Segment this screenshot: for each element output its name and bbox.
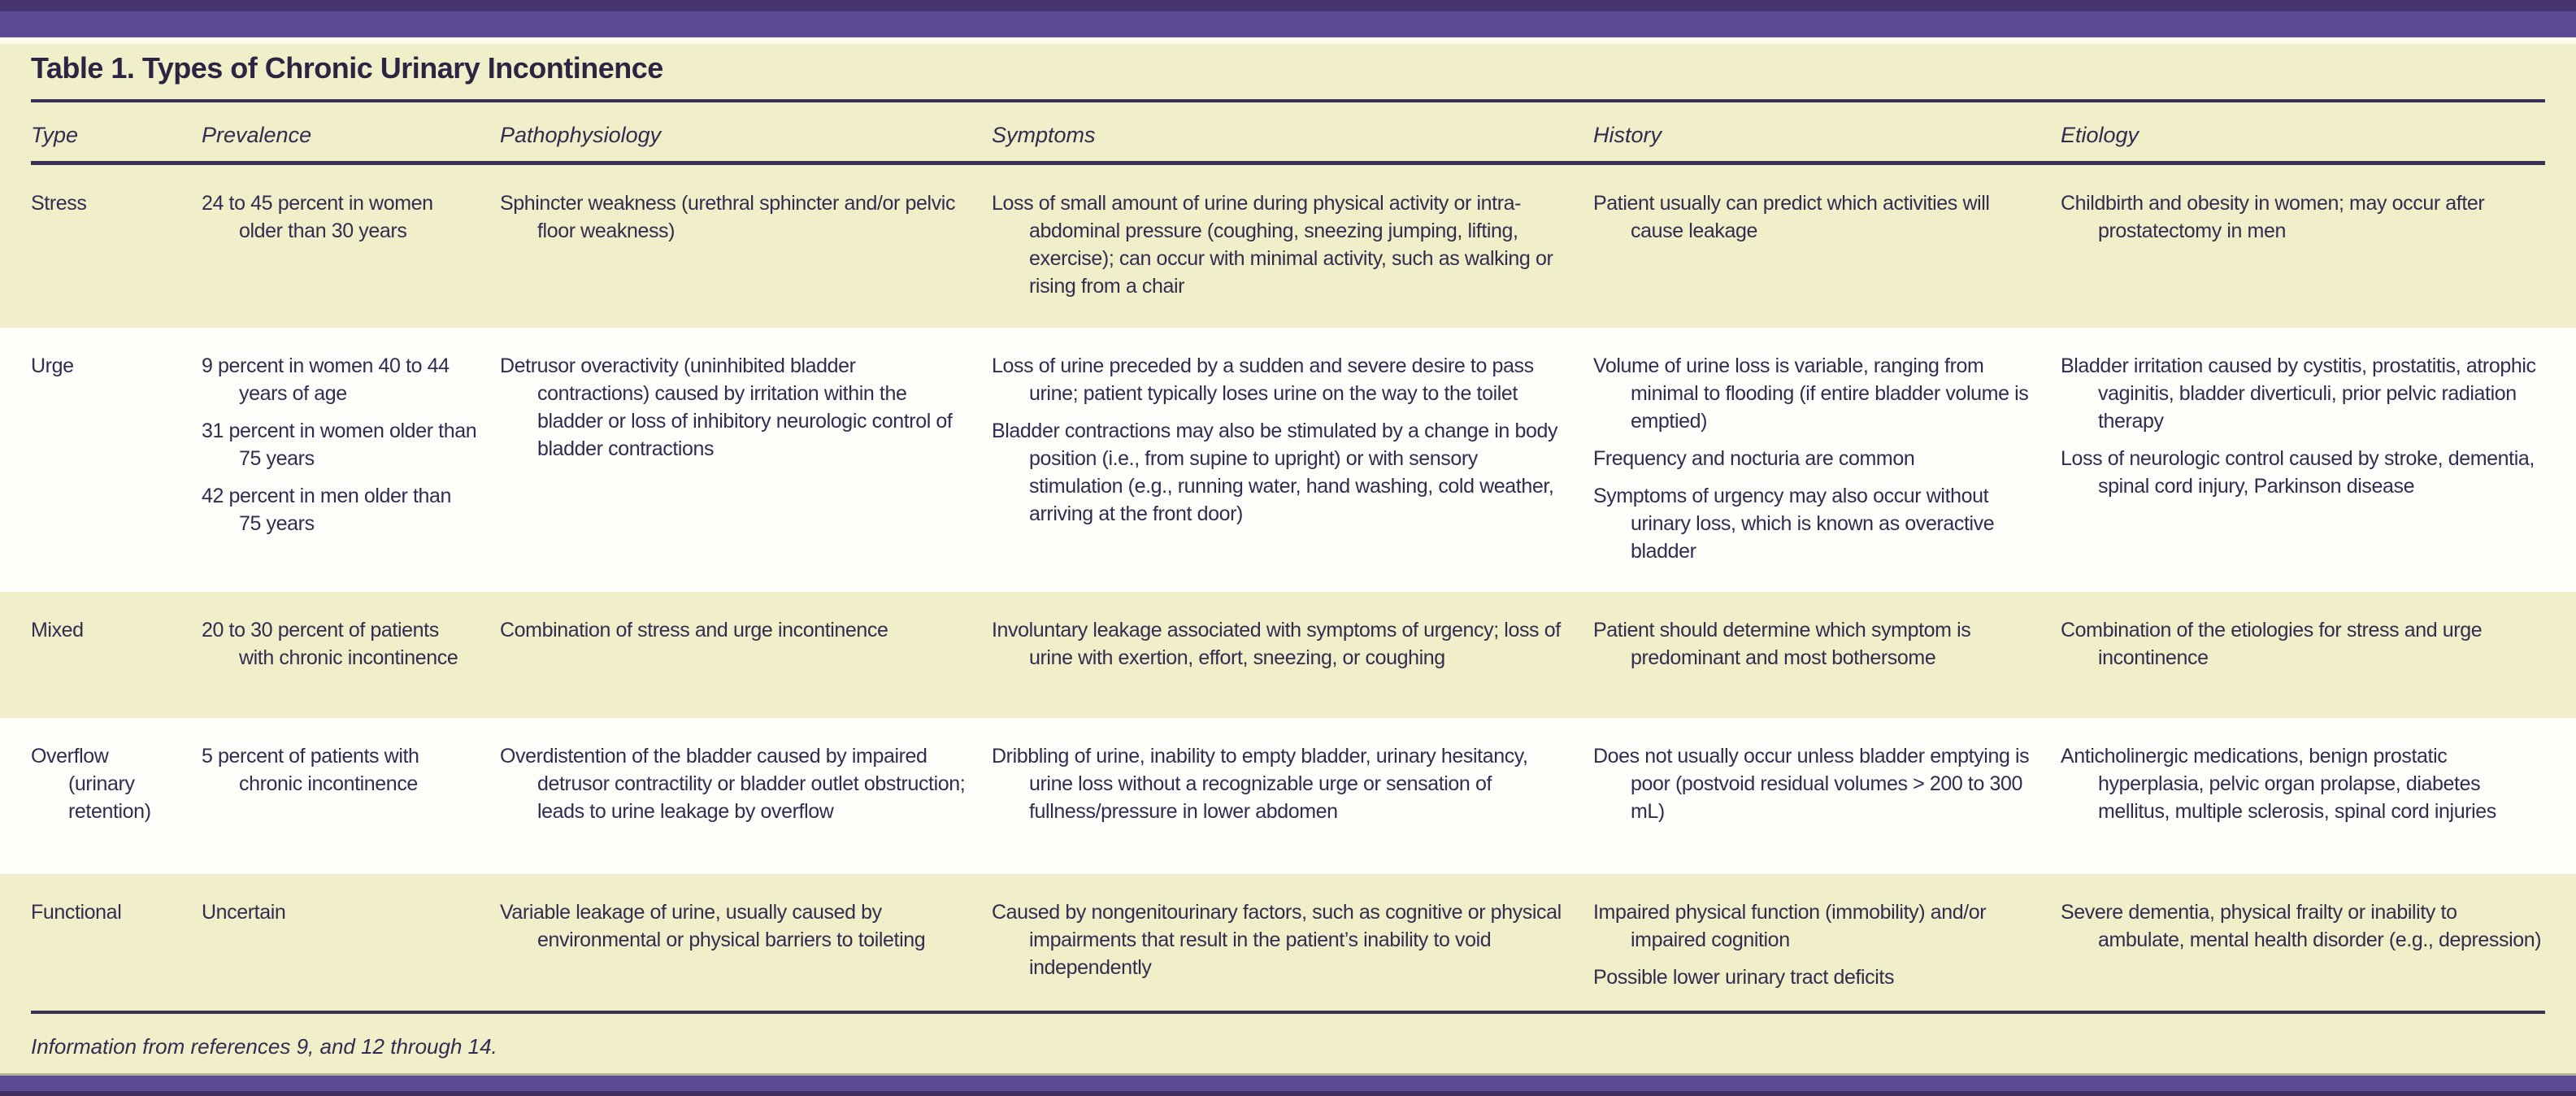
type-paragraph: Stress bbox=[31, 191, 87, 215]
bottom-banner-dark-stripe bbox=[0, 1091, 2576, 1096]
cell-prevalence: 9 percent in women 40 to 44 years of age… bbox=[202, 328, 500, 592]
cell-prevalence: Uncertain bbox=[202, 874, 500, 1011]
table-body: Stress 24 to 45 percent in women older th… bbox=[0, 164, 2576, 1011]
top-banner-gap bbox=[0, 37, 2576, 44]
pathophysiology-paragraph: Combination of stress and urge incontine… bbox=[500, 618, 888, 642]
prevalence-paragraph: Uncertain bbox=[202, 900, 286, 924]
column-header-symptoms: Symptoms bbox=[992, 122, 1096, 147]
table-sheet: Table 1. Types of Chronic Urinary Incont… bbox=[0, 43, 2576, 1074]
symptoms-paragraph: Loss of small amount of urine during phy… bbox=[992, 191, 1553, 298]
cell-history: Impaired physical function (immobility) … bbox=[1593, 874, 2061, 1011]
cell-history: Volume of urine loss is variable, rangin… bbox=[1593, 328, 2061, 592]
prevalence-paragraph: 24 to 45 percent in women older than 30 … bbox=[202, 191, 433, 242]
table-row: Mixed 20 to 30 percent of patients with c… bbox=[0, 591, 2576, 718]
cell-prevalence: 24 to 45 percent in women older than 30 … bbox=[202, 165, 500, 328]
cell-pathophysiology: Combination of stress and urge incontine… bbox=[500, 592, 992, 718]
cell-history: Patient should determine which symptom i… bbox=[1593, 592, 2061, 718]
table-title: Table 1. Types of Chronic Urinary Incont… bbox=[31, 50, 663, 85]
history-paragraph: Possible lower urinary tract deficits bbox=[1593, 965, 1895, 989]
cell-etiology: Bladder irritation caused by cystitis, p… bbox=[2061, 328, 2544, 592]
cell-pathophysiology: Variable leakage of urine, usually cause… bbox=[500, 874, 992, 1011]
etiology-paragraph: Bladder irritation caused by cystitis, p… bbox=[2061, 354, 2536, 433]
cell-symptoms: Loss of urine preceded by a sudden and s… bbox=[992, 328, 1593, 592]
cell-type: Urge bbox=[31, 328, 202, 592]
prevalence-paragraph: 31 percent in women older than 75 years bbox=[202, 419, 477, 470]
cell-etiology: Childbirth and obesity in women; may occ… bbox=[2061, 165, 2544, 328]
bottom-banner-light-stripe bbox=[0, 1076, 2576, 1091]
history-paragraph: Frequency and nocturia are common bbox=[1593, 446, 1915, 470]
etiology-paragraph: Loss of neurologic control caused by str… bbox=[2061, 446, 2535, 498]
cell-history: Patient usually can predict which activi… bbox=[1593, 165, 2061, 328]
type-paragraph: Functional bbox=[31, 900, 122, 924]
etiology-paragraph: Severe dementia, physical frailty or ina… bbox=[2061, 900, 2542, 951]
pathophysiology-paragraph: Overdistention of the bladder caused by … bbox=[500, 744, 966, 823]
cell-etiology: Anticholinergic medications, benign pros… bbox=[2061, 718, 2544, 874]
cell-type: Mixed bbox=[31, 592, 202, 718]
cell-type: Stress bbox=[31, 165, 202, 328]
column-header-pathophysiology: Pathophysiology bbox=[500, 122, 662, 147]
cell-prevalence: 5 percent of patients with chronic incon… bbox=[202, 718, 500, 874]
top-banner-light-stripe bbox=[0, 11, 2576, 37]
cell-prevalence: 20 to 30 percent of patients with chroni… bbox=[202, 592, 500, 718]
pathophysiology-paragraph: Detrusor overactivity (uninhibited bladd… bbox=[500, 354, 953, 460]
cell-history: Does not usually occur unless bladder em… bbox=[1593, 718, 2061, 874]
prevalence-paragraph: 5 percent of patients with chronic incon… bbox=[202, 744, 419, 795]
cell-symptoms: Involuntary leakage associated with symp… bbox=[992, 592, 1593, 718]
rule-above-footnote bbox=[31, 1010, 2545, 1014]
history-paragraph: Does not usually occur unless bladder em… bbox=[1593, 744, 2030, 823]
cell-symptoms: Dribbling of urine, inability to empty b… bbox=[992, 718, 1593, 874]
table-row: Functional Uncertain Variable leakage of u… bbox=[0, 873, 2576, 1011]
cell-type: Overflow (urinary retention) bbox=[31, 718, 202, 874]
history-paragraph: Patient usually can predict which activi… bbox=[1593, 191, 1990, 242]
column-header-history: History bbox=[1593, 122, 1662, 147]
cell-pathophysiology: Detrusor overactivity (uninhibited bladd… bbox=[500, 328, 992, 592]
etiology-paragraph: Childbirth and obesity in women; may occ… bbox=[2061, 191, 2485, 242]
type-paragraph: Urge bbox=[31, 354, 74, 377]
cell-symptoms: Loss of small amount of urine during phy… bbox=[992, 165, 1593, 328]
history-paragraph: Patient should determine which symptom i… bbox=[1593, 618, 1971, 669]
cell-symptoms: Caused by nongenitourinary factors, such… bbox=[992, 874, 1593, 1011]
symptoms-paragraph: Involuntary leakage associated with symp… bbox=[992, 618, 1561, 669]
history-paragraph: Symptoms of urgency may also occur witho… bbox=[1593, 484, 1995, 563]
table-row: Overflow (urinary retention) 5 percent of… bbox=[0, 717, 2576, 874]
table-row: Stress 24 to 45 percent in women older th… bbox=[0, 164, 2576, 328]
column-header-type: Type bbox=[31, 122, 79, 147]
symptoms-paragraph: Dribbling of urine, inability to empty b… bbox=[992, 744, 1528, 823]
symptoms-paragraph: Loss of urine preceded by a sudden and s… bbox=[992, 354, 1534, 405]
footnote: Information from references 9, and 12 th… bbox=[31, 1033, 497, 1059]
table-header-row: Type Prevalence Pathophysiology Symptoms… bbox=[0, 102, 2576, 161]
prevalence-paragraph: 20 to 30 percent of patients with chroni… bbox=[202, 618, 458, 669]
type-paragraph: Overflow (urinary retention) bbox=[31, 744, 151, 823]
symptoms-paragraph: Caused by nongenitourinary factors, such… bbox=[992, 900, 1562, 979]
top-banner-dark-stripe bbox=[0, 0, 2576, 11]
etiology-paragraph: Combination of the etiologies for stress… bbox=[2061, 618, 2483, 669]
history-paragraph: Impaired physical function (immobility) … bbox=[1593, 900, 1987, 951]
rule-below-header bbox=[31, 160, 2545, 165]
column-header-etiology: Etiology bbox=[2061, 122, 2139, 147]
bottom-banner-gap bbox=[0, 1073, 2576, 1076]
symptoms-paragraph: Bladder contractions may also be stimula… bbox=[992, 419, 1558, 525]
cell-type: Functional bbox=[31, 874, 202, 1011]
rule-below-title bbox=[31, 98, 2545, 102]
pathophysiology-paragraph: Sphincter weakness (urethral sphincter a… bbox=[500, 191, 956, 242]
prevalence-paragraph: 9 percent in women 40 to 44 years of age bbox=[202, 354, 450, 405]
history-paragraph: Volume of urine loss is variable, rangin… bbox=[1593, 354, 2029, 433]
cell-etiology: Combination of the etiologies for stress… bbox=[2061, 592, 2544, 718]
cell-etiology: Severe dementia, physical frailty or ina… bbox=[2061, 874, 2544, 1011]
prevalence-paragraph: 42 percent in men older than 75 years bbox=[202, 484, 452, 535]
column-header-prevalence: Prevalence bbox=[202, 122, 312, 147]
pathophysiology-paragraph: Variable leakage of urine, usually cause… bbox=[500, 900, 926, 951]
etiology-paragraph: Anticholinergic medications, benign pros… bbox=[2061, 744, 2496, 823]
cell-pathophysiology: Sphincter weakness (urethral sphincter a… bbox=[500, 165, 992, 328]
table-row: Urge 9 percent in women 40 to 44 years of… bbox=[0, 327, 2576, 592]
type-paragraph: Mixed bbox=[31, 618, 84, 642]
cell-pathophysiology: Overdistention of the bladder caused by … bbox=[500, 718, 992, 874]
